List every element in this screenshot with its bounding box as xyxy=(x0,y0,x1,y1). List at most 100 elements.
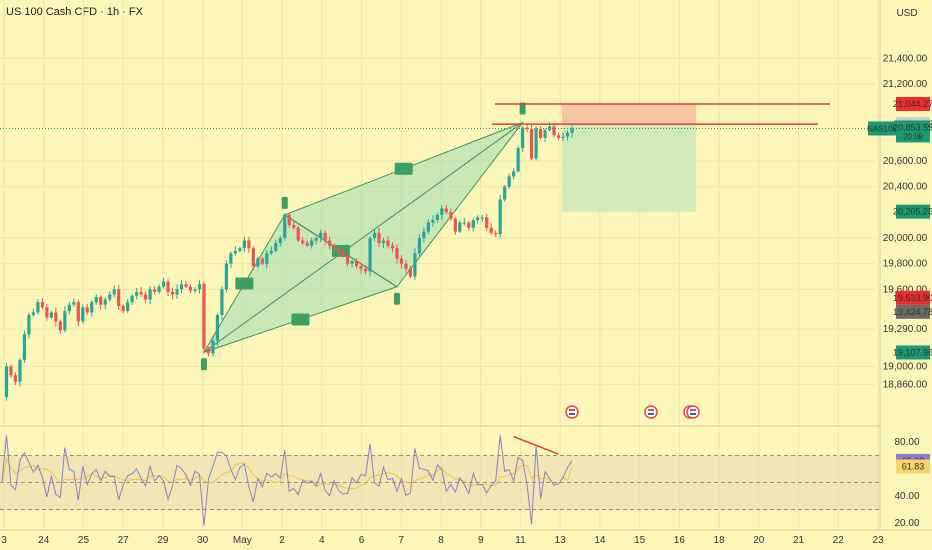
candle-body xyxy=(399,258,404,264)
candle-body xyxy=(354,261,359,267)
candle-body xyxy=(543,130,547,138)
candle-body xyxy=(404,263,408,269)
event-flag-stripe xyxy=(690,413,696,415)
pattern-point-marker xyxy=(200,358,207,371)
candle-body xyxy=(27,315,31,335)
candle-body xyxy=(202,284,206,349)
price-tick-label: 20,600.00 xyxy=(883,156,928,167)
time-tick-label: 21 xyxy=(793,535,805,546)
candle-body xyxy=(94,297,98,303)
candle-body xyxy=(4,366,9,398)
rsi-tick-label: 80.00 xyxy=(894,437,919,448)
candle-body xyxy=(494,232,498,235)
price-tag: 20,205.25 xyxy=(893,204,932,219)
candle-body xyxy=(552,126,556,136)
candle-body xyxy=(139,291,143,295)
candle-body xyxy=(363,268,368,272)
candle-body xyxy=(498,199,502,235)
candle-body xyxy=(570,128,574,133)
candle-body xyxy=(224,263,229,290)
candle-body xyxy=(161,281,166,287)
time-axis-panel xyxy=(0,530,932,550)
price-tag-label: 20,205.25 xyxy=(893,207,932,217)
candle-body xyxy=(242,240,246,249)
price-tag-box xyxy=(896,290,930,305)
pattern-ratio-marker xyxy=(291,313,310,326)
rsi-tick-label: 20.00 xyxy=(894,518,919,529)
candle-body xyxy=(13,375,18,382)
time-tick-label: 7 xyxy=(398,535,404,546)
event-flag-ring xyxy=(686,405,700,419)
pattern-ratio-marker xyxy=(331,244,350,257)
candle-body xyxy=(211,340,215,354)
candle-body xyxy=(67,304,71,312)
candle-body xyxy=(126,302,130,312)
price-tag: 19,424.78 xyxy=(893,304,932,319)
candle-body xyxy=(54,312,58,322)
candle-body xyxy=(256,258,260,267)
event-flag-icon xyxy=(686,405,700,419)
candle-body xyxy=(152,289,157,292)
price-tag: 19,107.96 xyxy=(893,345,932,360)
current-price-label: 20,853.59 xyxy=(893,122,932,132)
candle-body xyxy=(9,366,13,376)
price-tag-label: 19,533.90 xyxy=(893,293,932,303)
candle-body xyxy=(81,307,85,322)
candle-body xyxy=(440,208,444,215)
candle-body xyxy=(170,291,175,295)
candle-body xyxy=(220,289,224,315)
candle-body xyxy=(269,250,273,254)
candle-body xyxy=(485,217,489,228)
price-tag-box xyxy=(896,304,930,319)
candle-body xyxy=(458,222,462,232)
candle-body xyxy=(292,225,296,228)
time-tick-label: 4 xyxy=(319,535,325,546)
candle-body xyxy=(453,218,457,232)
time-tick-label: 20 xyxy=(753,535,765,546)
candle-body xyxy=(377,232,381,244)
candle-body xyxy=(381,240,386,244)
pattern-point-marker xyxy=(519,102,526,115)
candle-body xyxy=(561,136,565,138)
time-tick-label: 22 xyxy=(833,535,845,546)
candle-body xyxy=(45,307,49,318)
countdown-label: 20:08 xyxy=(903,132,924,141)
candle-body xyxy=(314,238,318,241)
rsi-tag-box xyxy=(896,459,930,474)
price-tick-label: 21,200.00 xyxy=(883,79,928,90)
candle-body xyxy=(489,227,493,233)
candle-body xyxy=(337,248,341,251)
candle-body xyxy=(215,315,220,341)
time-tick-label: 29 xyxy=(157,535,169,546)
candle-body xyxy=(58,321,62,331)
candle-body xyxy=(413,253,417,277)
event-flag-stripe xyxy=(569,409,575,411)
rsi-divergence-line xyxy=(513,435,559,455)
pattern-ratio-marker xyxy=(235,277,254,290)
event-flag-ring xyxy=(565,405,579,419)
time-tick-label: 23 xyxy=(872,535,884,546)
candle-body xyxy=(238,248,242,251)
candle-body xyxy=(372,232,377,238)
price-tick-label: 20,000.00 xyxy=(883,233,928,244)
candle-body xyxy=(512,171,516,177)
candle-body xyxy=(319,232,323,238)
candle-body xyxy=(175,289,179,295)
candle-body xyxy=(350,261,354,264)
candle-body xyxy=(565,132,570,137)
candle-body xyxy=(516,148,520,172)
price-tag-box xyxy=(896,96,930,111)
price-tick-label: 18,860.00 xyxy=(883,379,928,390)
time-tick-label: 24 xyxy=(38,535,50,546)
pattern-ratio-marker xyxy=(394,162,413,175)
harmonic-pattern xyxy=(200,102,526,371)
candle-body xyxy=(503,186,507,200)
candle-body xyxy=(431,220,435,223)
candle-body xyxy=(117,289,121,307)
candle-body xyxy=(188,286,193,291)
chart-title: US 100 Cash CFD · 1h · FX xyxy=(6,6,143,18)
price-tag-label: 21,044.27 xyxy=(893,99,932,109)
candle-body xyxy=(251,248,255,267)
